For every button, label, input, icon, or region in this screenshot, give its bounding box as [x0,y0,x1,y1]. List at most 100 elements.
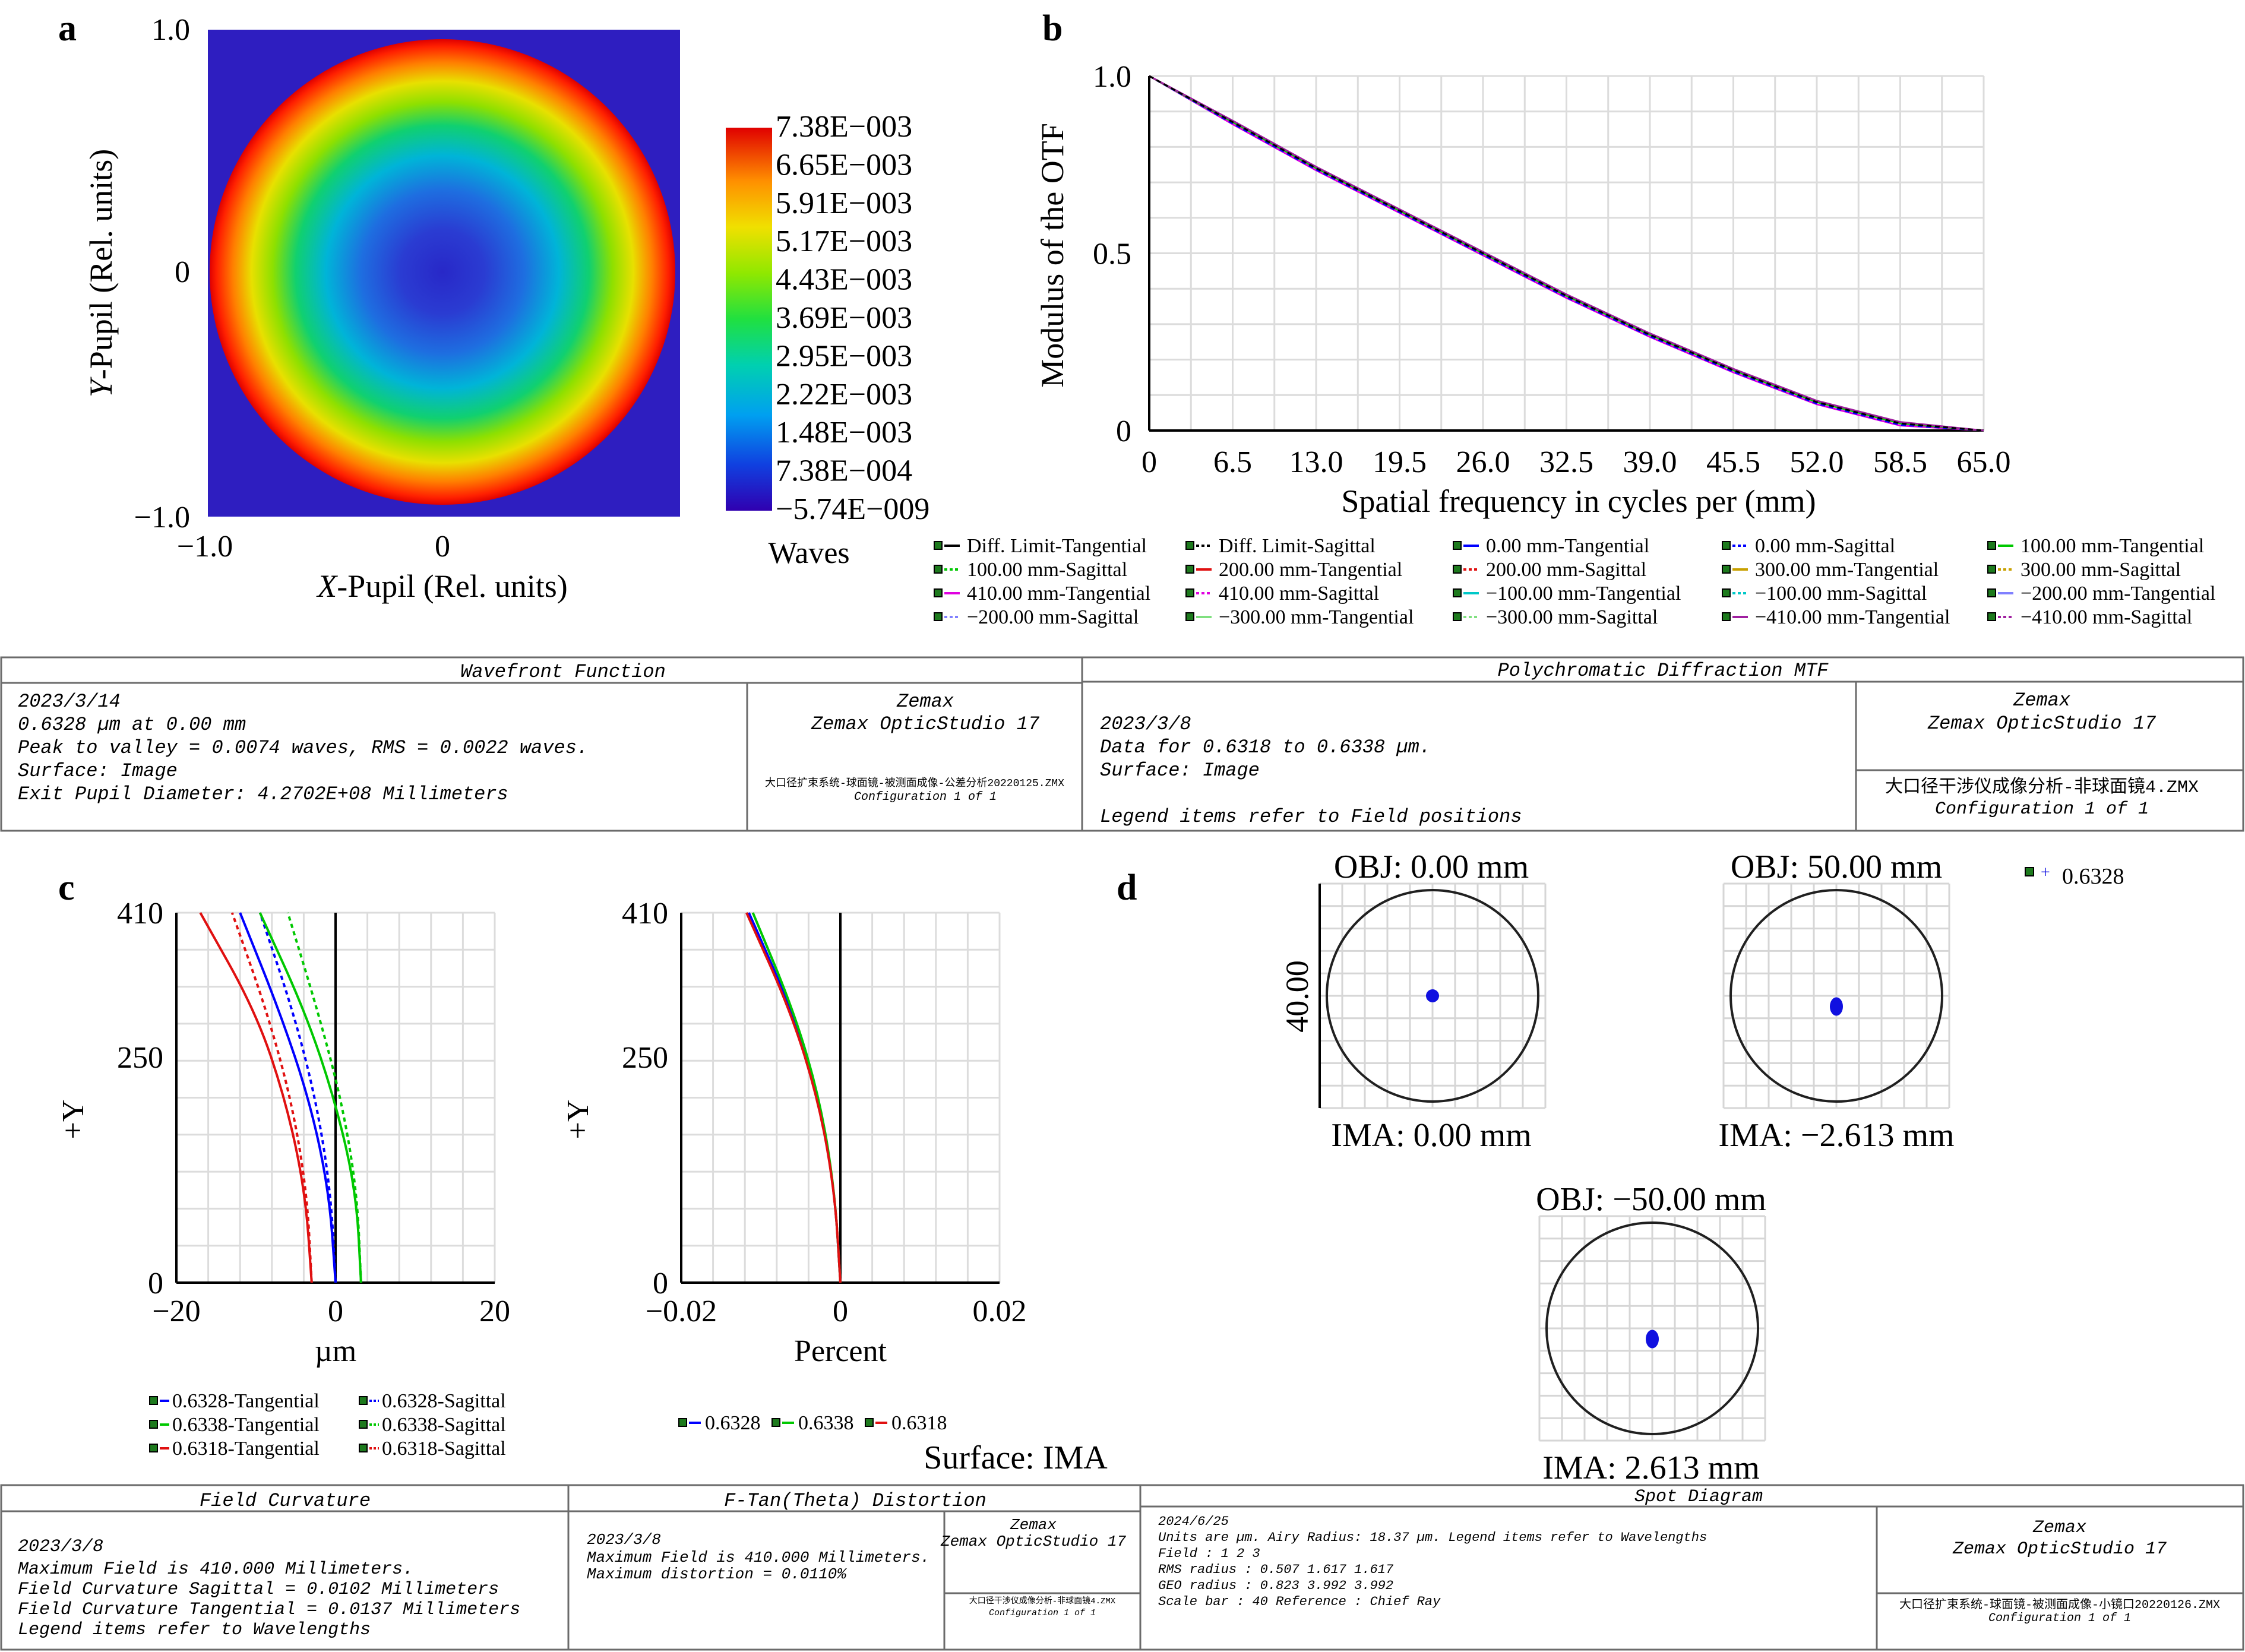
spot-ima-2: IMA: 2.613 mm [1542,1450,1760,1486]
wf-colorbar-label: 5.91E−003 [776,186,912,220]
spot-tb-product: Zemax OpticStudio 17 [1952,1539,2167,1559]
mtf-legend: Diff. Limit-Tangential Diff. Limit-Sagitt… [934,535,2215,628]
wf-colorbar-label: 5.17E−003 [776,224,912,258]
mtf-legend-label: 300.00 mm-Sagittal [2021,559,2181,581]
wf-y-axis-label: Y-Pupil (Rel. units) [83,149,119,398]
mtf-legend-label: 0.00 mm-Tangential [1486,535,1649,557]
dist-x-axis-label: Percent [794,1334,887,1368]
panel-c-labels: +Y µm +Y Percent [56,1100,887,1368]
spot-airy-disk [1729,889,1943,1103]
mtf-legend-label: 300.00 mm-Tangential [1755,559,1939,581]
wf-colorbar-label: 3.69E−003 [776,301,912,335]
wf-colorbar-unit: Waves [768,536,849,570]
fc-legend-swatch-icon [359,1420,368,1429]
mtf-y-tick: 1.0 [1093,60,1131,94]
spot-cluster [1426,989,1439,1002]
spot-tb-line-4: GEO radius : 0.823 3.992 3.992 [1158,1578,1393,1593]
wf-x-tick-mid: 0 [435,530,450,564]
mtf-legend-swatch-icon [934,565,943,574]
wf-colorbar-label: 2.22E−003 [776,378,912,412]
mtf-legend-swatch-icon [1722,612,1731,621]
spot-tb-line-1: Units are µm. Airy Radius: 18.37 µm. Leg… [1158,1530,1707,1545]
mtf-legend-label: 200.00 mm-Sagittal [1486,559,1646,581]
fc-legend-swatch-icon [359,1396,368,1405]
wavefront-map [208,30,680,517]
mtf-legend-swatch-icon [1453,588,1462,597]
wf-tb-brand: Zemax [896,691,954,713]
fc-legend-swatch-icon [149,1444,158,1452]
mtf-legend-label: 410.00 mm-Sagittal [1219,583,1379,605]
mtf-tb-brand: Zemax [2013,689,2070,711]
fc-y-tick: 250 [117,1041,163,1075]
fc-tb-line-1: Maximum Field is 410.000 Millimeters. [18,1559,413,1580]
mtf-tb-title: Polychromatic Diffraction MTF [1498,660,1829,682]
dist-legend-swatch-icon [678,1418,687,1427]
title-block-distortion: F-Tan(Theta) Distortion 2023/3/8 Maximum… [567,1484,1142,1651]
mtf-legend-swatch-icon [1987,541,1996,550]
dist-x-tick: −0.02 [646,1295,717,1328]
fc-tb-line-2: Field Curvature Sagittal = 0.0102 Millim… [18,1580,499,1600]
wf-tb-title: Wavefront Function [460,661,666,683]
wf-tb-config: Configuration 1 of 1 [854,790,997,804]
wf-y-tick-bottom: −1.0 [134,501,190,534]
title-block-spot: Spot Diagram 2024/6/25 Units are µm. Air… [1139,1484,2244,1651]
fc-tb-line-4: Legend items refer to Wavelengths [18,1620,371,1640]
mtf-legend-swatch-icon [934,612,943,621]
dist-tb-brand: Zemax [1010,1516,1057,1534]
fc-x-axis-label: µm [315,1334,356,1368]
mtf-y-tick: 0 [1116,414,1131,448]
dist-y-tick: 250 [622,1041,668,1075]
mtf-tb-line-1: Data for 0.6318 to 0.6338 µm. [1100,736,1431,758]
fc-curve [258,912,337,1283]
mtf-legend-label: Diff. Limit-Tangential [967,535,1147,557]
fc-legend-label: 0.6338-Sagittal [382,1414,506,1436]
spot-tb-line-3: RMS radius : 0.507 1.617 1.617 [1158,1562,1394,1577]
mtf-x-axis-label: Spatial frequency in cycles per (mm) [1341,483,1816,519]
mtf-legend-label: −410.00 mm-Sagittal [2021,606,2192,628]
spot-obj-2: OBJ: −50.00 mm [1536,1181,1766,1218]
spot-legend-swatch-icon [2025,867,2034,876]
wf-colorbar-label: 6.65E−003 [776,148,912,182]
mtf-tb-line-2: Surface: Image [1100,759,1260,781]
mtf-legend-label: 100.00 mm-Tangential [2021,535,2204,557]
dist-tb-file: 大口径干涉仪成像分析-非球面镜4.ZMX [969,1596,1116,1606]
panel-label-d: d [1117,868,1137,908]
wf-colorbar [726,128,772,511]
mtf-curve [1149,75,1984,432]
fc-legend-label: 0.6328-Tangential [172,1390,320,1412]
fc-tb-line-3: Field Curvature Tangential = 0.0137 Mill… [18,1600,520,1620]
mtf-legend-label: −100.00 mm-Tangential [1486,583,1681,605]
fc-curve [230,912,313,1283]
spot-diagrams [1318,882,1950,1442]
mtf-tb-config: Configuration 1 of 1 [1935,799,2149,819]
mtf-legend-swatch-icon [1185,565,1194,574]
wf-tb-line-1: 0.6328 µm at 0.00 mm [18,714,246,736]
wf-tb-product: Zemax OpticStudio 17 [811,713,1040,735]
mtf-legend-swatch-icon [1185,612,1194,621]
panel-label-c: c [58,868,75,908]
spot-obj-1: OBJ: 50.00 mm [1731,849,1942,885]
panel-label-b: b [1042,8,1063,49]
panel-label-a: a [58,8,77,49]
mtf-legend-swatch-icon [934,588,943,597]
spot-tb-file: 大口径扩束系统-球面镜-被测面成像-小镜口20220126.ZMX [1899,1597,2220,1612]
dist-legend-label: 0.6328 [705,1412,761,1434]
spot-tb-config: Configuration 1 of 1 [1988,1612,2131,1625]
spot-surface-label: Surface: IMA [924,1439,1108,1476]
dist-curve [745,912,842,1283]
wavefront-pupil [210,39,675,505]
mtf-x-tick: 45.5 [1706,445,1760,479]
wf-tb-line-0: 2023/3/14 [18,691,121,713]
dist-tb-line-1: Maximum Field is 410.000 Millimeters. [587,1549,929,1566]
dist-x-tick: 0 [833,1295,848,1328]
dist-tb-line-0: 2023/3/8 [587,1531,661,1549]
title-block-field-curvature: Field Curvature 2023/3/8 Maximum Field i… [0,1484,570,1651]
dist-legend-label: 0.6318 [891,1412,947,1434]
wf-colorbar-label: 2.95E−003 [776,339,912,373]
spot-tb-line-2: Field : 1 2 3 [1158,1546,1260,1561]
mtf-plot: 0 6.5 13.0 19.5 26.0 32.5 39.0 45.5 52.0 58.5 65.0… [1093,60,2011,479]
title-block-wavefront: Wavefront Function 2023/3/14 0.6328 µm a… [0,656,1083,832]
dist-legend: 0.6328 0.6338 0.6318 [678,1412,947,1434]
mtf-legend-swatch-icon [1185,588,1194,597]
